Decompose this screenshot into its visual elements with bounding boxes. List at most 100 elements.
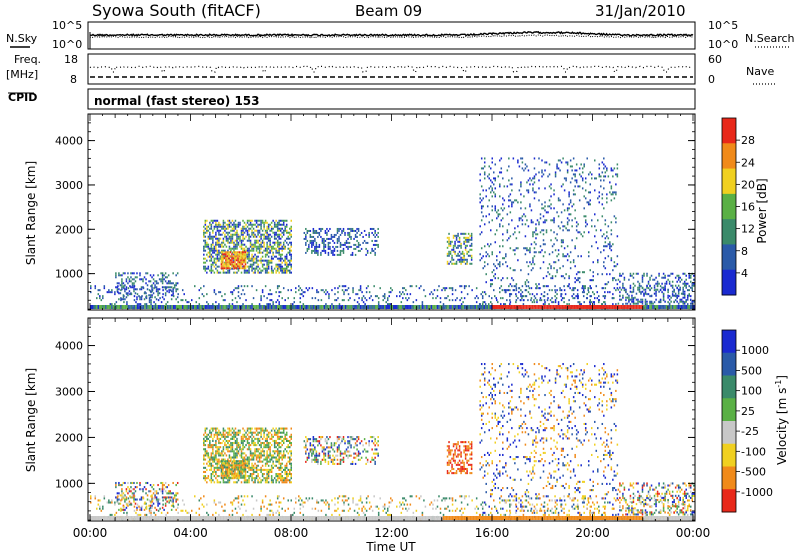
power-cell <box>243 265 245 268</box>
power-cell <box>216 255 219 258</box>
velocity-cell <box>124 481 126 485</box>
velocity-cell <box>276 475 279 478</box>
velocity-cell <box>164 490 167 493</box>
power-cell <box>647 280 650 283</box>
power-cell <box>446 240 449 243</box>
velocity-cell <box>124 494 126 497</box>
velocity-cell <box>264 481 267 484</box>
power-cell <box>155 282 158 285</box>
power-cell <box>129 293 131 296</box>
power-cell <box>326 237 328 240</box>
power-cell <box>521 297 523 300</box>
power-cell <box>603 175 605 178</box>
power-ground-cell <box>218 305 220 309</box>
power-cell <box>438 285 440 288</box>
power-cell <box>267 233 270 236</box>
power-cell <box>312 239 315 242</box>
power-cell <box>237 261 239 264</box>
velocity-cell <box>267 442 270 445</box>
power-cell <box>541 203 543 206</box>
power-cell <box>587 201 590 204</box>
velocity-cell <box>215 433 217 436</box>
velocity-cell <box>249 468 252 471</box>
power-cell <box>509 211 512 214</box>
velocity-cell <box>221 435 223 438</box>
power-cell <box>225 265 227 268</box>
power-cell <box>508 199 510 202</box>
power-cell <box>236 247 238 250</box>
velocity-cell <box>233 468 235 471</box>
power-ground-cell <box>394 305 397 309</box>
power-cell <box>458 236 461 239</box>
power-cell <box>354 243 357 246</box>
power-cell <box>581 285 584 288</box>
power-cell <box>220 263 223 266</box>
power-cell <box>568 283 570 286</box>
velocity-cell <box>166 496 168 499</box>
power-cell <box>305 243 307 246</box>
power-cell <box>457 234 459 237</box>
power-cell <box>100 299 103 302</box>
power-cell <box>680 278 683 281</box>
velocity-cell <box>213 460 216 463</box>
power-cell <box>251 219 253 222</box>
power-cell <box>255 225 258 228</box>
power-cell <box>248 227 250 230</box>
power-cell <box>460 246 462 249</box>
power-cell <box>554 299 557 302</box>
power-cell <box>615 183 617 186</box>
power-cell <box>454 244 456 247</box>
power-cell <box>466 238 468 241</box>
power-cell <box>634 284 636 287</box>
power-cell <box>665 282 668 285</box>
power-cell <box>671 284 674 287</box>
velocity-cell <box>270 437 273 440</box>
power-cell <box>464 240 467 243</box>
velocity-cell <box>204 439 207 443</box>
velocity-cell <box>212 473 214 476</box>
power-ground-cell <box>576 305 579 309</box>
velocity-cell <box>275 458 277 461</box>
power-cell <box>482 197 484 200</box>
power-cell <box>488 173 490 176</box>
power-cell <box>212 237 214 240</box>
power-cell <box>287 265 289 268</box>
velocity-cell <box>248 442 250 445</box>
power-cell <box>602 287 605 290</box>
power-cell <box>578 277 581 280</box>
power-cell <box>447 295 449 298</box>
power-cell <box>120 297 122 300</box>
velocity-cell <box>225 448 228 451</box>
power-cell <box>577 185 579 188</box>
power-cell <box>609 273 611 276</box>
power-cell <box>594 297 596 300</box>
power-cell <box>541 175 543 178</box>
power-ground-cell <box>171 305 173 309</box>
power-cell <box>234 267 236 270</box>
velocity-cell <box>248 466 250 469</box>
power-cell <box>315 247 318 250</box>
power-cell <box>339 249 342 252</box>
power-cell <box>333 241 336 244</box>
power-cell <box>544 301 546 304</box>
velocity-cell <box>209 458 211 461</box>
power-cell <box>374 229 376 232</box>
power-cell <box>254 245 256 248</box>
power-cell <box>305 233 307 236</box>
power-cell <box>272 253 274 256</box>
velocity-cell <box>133 488 135 491</box>
velocity-cell <box>266 454 268 457</box>
power-cell <box>212 231 214 234</box>
velocity-cell <box>227 427 229 430</box>
power-cell <box>550 203 552 206</box>
power-cell <box>403 293 406 296</box>
power-cell <box>127 294 129 297</box>
velocity-cell <box>133 498 135 501</box>
power-cell <box>578 173 581 176</box>
power-cell <box>544 243 546 246</box>
power-cell <box>515 237 518 240</box>
power-cell <box>524 289 527 292</box>
velocity-cell <box>221 433 223 436</box>
power-cell <box>266 233 268 236</box>
power-cell <box>209 221 211 224</box>
